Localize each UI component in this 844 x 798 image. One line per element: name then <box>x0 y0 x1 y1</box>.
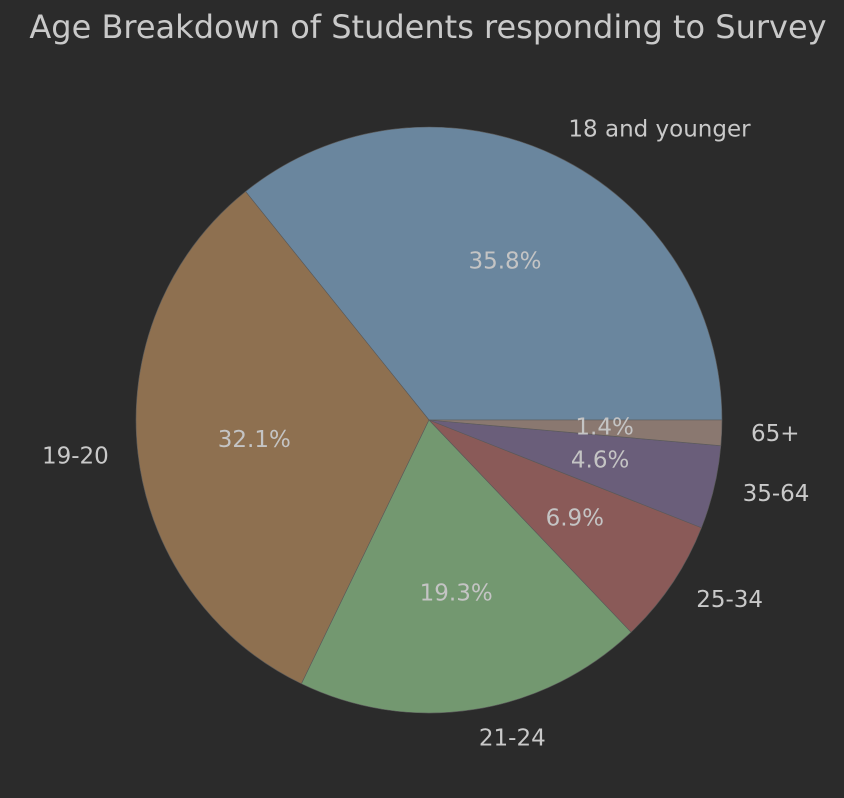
pct-label-21-24: 19.3% <box>420 581 493 607</box>
pie-slice-19-20 <box>135 191 430 685</box>
pie-slice-25-34 <box>428 419 702 633</box>
pie-slice-21-24 <box>301 419 632 714</box>
category-label-25-34: 25-34 <box>696 587 763 613</box>
category-label-19-20: 19-20 <box>42 443 109 469</box>
pct-label-35-64: 4.6% <box>571 448 629 474</box>
category-label-35-64: 35-64 <box>743 481 810 507</box>
category-label-65: 65+ <box>751 421 800 447</box>
pct-label-65: 1.4% <box>575 415 633 441</box>
category-label-18-and-younger: 18 and younger <box>568 116 751 142</box>
pct-label-19-20: 32.1% <box>218 427 291 453</box>
pct-label-18-and-younger: 35.8% <box>468 249 541 275</box>
pct-label-25-34: 6.9% <box>546 505 604 531</box>
chart-title: Age Breakdown of Students responding to … <box>29 8 827 46</box>
pie-slice-65 <box>428 419 723 447</box>
pie-slice-18-and-younger <box>245 126 723 421</box>
category-label-21-24: 21-24 <box>479 725 546 751</box>
